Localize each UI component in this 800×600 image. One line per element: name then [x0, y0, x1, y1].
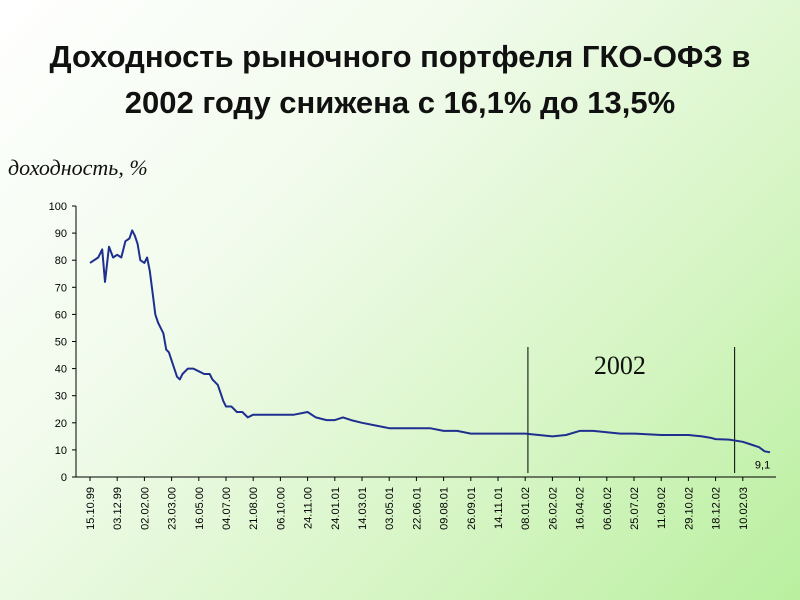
y-tick-label: 20 [55, 418, 67, 430]
x-tick-label: 18.12.02 [711, 487, 723, 530]
y-tick-label: 80 [55, 255, 67, 267]
y-tick-label: 0 [61, 472, 67, 484]
y-tick-label: 70 [55, 282, 67, 294]
x-tick-label: 04.07.00 [221, 487, 233, 530]
y-tick-label: 40 [55, 364, 67, 376]
x-tick-label: 25.07.02 [629, 487, 641, 530]
x-tick-label: 14.11.01 [493, 487, 505, 529]
x-tick-label: 10.02.03 [738, 487, 750, 530]
x-tick-label: 08.01.02 [520, 487, 532, 530]
x-tick-label: 14.03.01 [357, 487, 369, 530]
chart-title: Доходность рыночного портфеля ГКО-ОФЗ в … [0, 34, 800, 126]
x-tick-label: 21.08.00 [248, 487, 260, 530]
y-tick-label: 90 [55, 228, 67, 240]
chart-title-line2: 2002 году снижена с 16,1% до 13,5% [124, 85, 676, 120]
x-tick-label: 24.11.00 [303, 487, 315, 529]
x-tick-label: 22.06.01 [411, 487, 423, 530]
x-tick-label: 26.09.01 [466, 487, 478, 530]
end-value-annotation: 9,1 [755, 459, 770, 471]
y-tick-label: 50 [55, 337, 67, 349]
x-tick-label: 09.08.01 [439, 487, 451, 530]
x-tick-label: 26.02.02 [547, 487, 559, 530]
x-tick-label: 06.10.00 [275, 487, 287, 530]
chart-title-line1: Доходность рыночного портфеля ГКО-ОФЗ в [49, 39, 751, 74]
x-tick-label: 03.05.01 [384, 487, 396, 530]
y-tick-label: 100 [49, 201, 67, 213]
x-tick-label: 11.09.02 [656, 487, 668, 529]
y-axis-label: доходность, % [8, 155, 148, 180]
y-tick-label: 10 [55, 445, 67, 457]
x-tick-label: 02.02.00 [139, 487, 151, 530]
x-tick-label: 16.04.02 [575, 487, 587, 530]
x-tick-label: 03.12.99 [112, 487, 124, 530]
y-tick-label: 30 [55, 391, 67, 403]
x-tick-label: 16.05.00 [194, 487, 206, 530]
x-tick-label: 24.01.01 [330, 487, 342, 530]
y-tick-label: 60 [55, 309, 67, 321]
x-tick-label: 29.10.02 [683, 487, 695, 530]
yield-series-line [89, 229, 771, 454]
x-tick-label: 23.03.00 [167, 487, 179, 530]
x-tick-label: 15.10.99 [85, 487, 97, 530]
year-2002-annotation: 2002 [594, 351, 646, 380]
x-tick-label: 06.06.02 [602, 487, 614, 530]
